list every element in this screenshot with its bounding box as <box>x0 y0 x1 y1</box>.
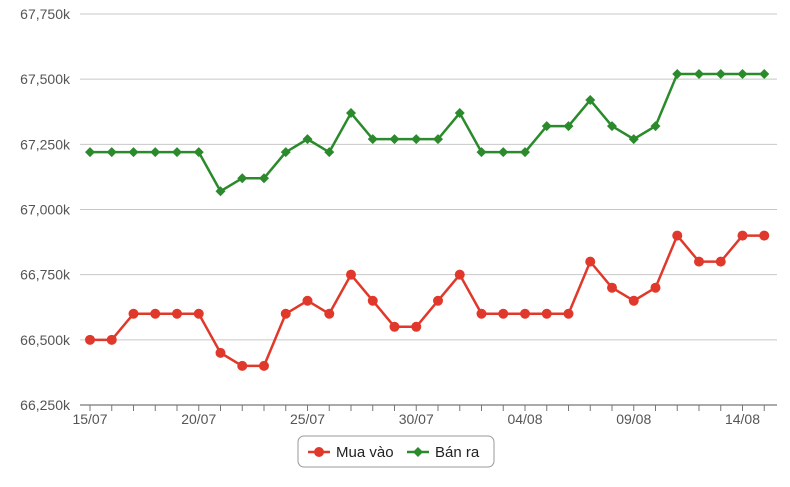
data-point[interactable] <box>520 147 530 158</box>
x-tick-label: 30/07 <box>399 411 434 427</box>
data-point[interactable] <box>106 147 117 158</box>
data-point[interactable] <box>302 134 313 145</box>
data-point[interactable] <box>520 308 530 319</box>
data-point[interactable] <box>585 95 596 106</box>
data-point[interactable] <box>715 68 726 79</box>
series-group <box>85 68 770 371</box>
y-tick-label: 66,750k <box>20 267 71 283</box>
legend-circle-icon <box>314 447 324 457</box>
data-point[interactable] <box>563 308 574 319</box>
data-point[interactable] <box>433 295 443 306</box>
data-point[interactable] <box>628 295 639 306</box>
data-point[interactable] <box>215 347 226 358</box>
data-point[interactable] <box>237 360 248 371</box>
data-point[interactable] <box>324 308 335 319</box>
data-point[interactable] <box>411 134 422 145</box>
data-point[interactable] <box>476 147 487 158</box>
data-point[interactable] <box>498 147 509 158</box>
series-line <box>90 72 765 193</box>
data-point[interactable] <box>715 256 726 267</box>
data-point[interactable] <box>150 147 161 158</box>
data-point[interactable] <box>324 147 335 158</box>
series-line <box>90 234 765 368</box>
data-point[interactable] <box>650 282 661 293</box>
data-point[interactable] <box>694 68 704 79</box>
data-point[interactable] <box>85 147 95 158</box>
legend[interactable]: Mua vào Bán ra <box>297 435 495 468</box>
data-point[interactable] <box>367 295 378 306</box>
y-tick-label: 67,750k <box>20 6 71 22</box>
data-point[interactable] <box>106 334 117 345</box>
data-point[interactable] <box>259 173 269 184</box>
data-point[interactable] <box>389 321 400 332</box>
data-point[interactable] <box>280 308 291 319</box>
legend-diamond-icon <box>413 447 423 457</box>
x-tick-label: 15/07 <box>72 411 107 427</box>
data-point[interactable] <box>585 256 596 267</box>
data-point[interactable] <box>628 134 639 145</box>
x-tick-label: 09/08 <box>616 411 651 427</box>
data-point[interactable] <box>759 230 770 241</box>
data-point[interactable] <box>737 230 748 241</box>
data-point[interactable] <box>172 308 182 319</box>
data-point[interactable] <box>215 186 226 197</box>
data-point[interactable] <box>280 147 291 158</box>
data-point[interactable] <box>85 334 95 345</box>
data-point[interactable] <box>346 108 356 119</box>
data-point[interactable] <box>541 121 552 132</box>
x-tick-label: 20/07 <box>181 411 216 427</box>
data-point[interactable] <box>454 269 465 280</box>
data-point[interactable] <box>172 147 182 158</box>
data-point[interactable] <box>128 147 139 158</box>
data-point[interactable] <box>607 282 617 293</box>
data-point[interactable] <box>476 308 487 319</box>
axes: 66,250k 66,500k 66,750k 67,000k 67,250k 67,50… <box>20 6 777 427</box>
data-point[interactable] <box>193 147 204 158</box>
data-point[interactable] <box>193 308 204 319</box>
gridlines <box>80 13 777 406</box>
data-point[interactable] <box>650 121 661 132</box>
data-point[interactable] <box>259 360 269 371</box>
x-tick-label: 04/08 <box>507 411 542 427</box>
data-point[interactable] <box>607 121 617 132</box>
y-tick-label: 67,250k <box>20 136 71 152</box>
legend-box <box>297 435 495 468</box>
data-point[interactable] <box>128 308 139 319</box>
legend-label[interactable]: Bán ra <box>435 444 480 461</box>
data-point[interactable] <box>389 134 400 145</box>
data-point[interactable] <box>737 68 748 79</box>
data-point[interactable] <box>454 108 465 119</box>
data-point[interactable] <box>411 321 422 332</box>
x-tick-label: 14/08 <box>725 411 760 427</box>
y-tick-label: 66,250k <box>20 397 71 413</box>
data-point[interactable] <box>433 134 443 145</box>
data-point[interactable] <box>672 68 683 79</box>
data-point[interactable] <box>150 308 161 319</box>
data-point[interactable] <box>302 295 313 306</box>
data-point[interactable] <box>346 269 356 280</box>
x-tick-label: 25/07 <box>290 411 325 427</box>
data-point[interactable] <box>672 230 683 241</box>
y-tick-label: 67,500k <box>20 71 71 87</box>
data-point[interactable] <box>563 121 574 132</box>
series-ban-ra <box>85 68 770 197</box>
data-point[interactable] <box>367 134 378 145</box>
data-point[interactable] <box>237 173 248 184</box>
y-tick-label: 67,000k <box>20 202 71 218</box>
data-point[interactable] <box>498 308 509 319</box>
series-mua-vao <box>85 230 770 371</box>
data-point[interactable] <box>759 68 770 79</box>
legend-label[interactable]: Mua vào <box>336 444 394 461</box>
data-point[interactable] <box>694 256 704 267</box>
data-point[interactable] <box>541 308 552 319</box>
y-tick-label: 66,500k <box>20 332 71 348</box>
